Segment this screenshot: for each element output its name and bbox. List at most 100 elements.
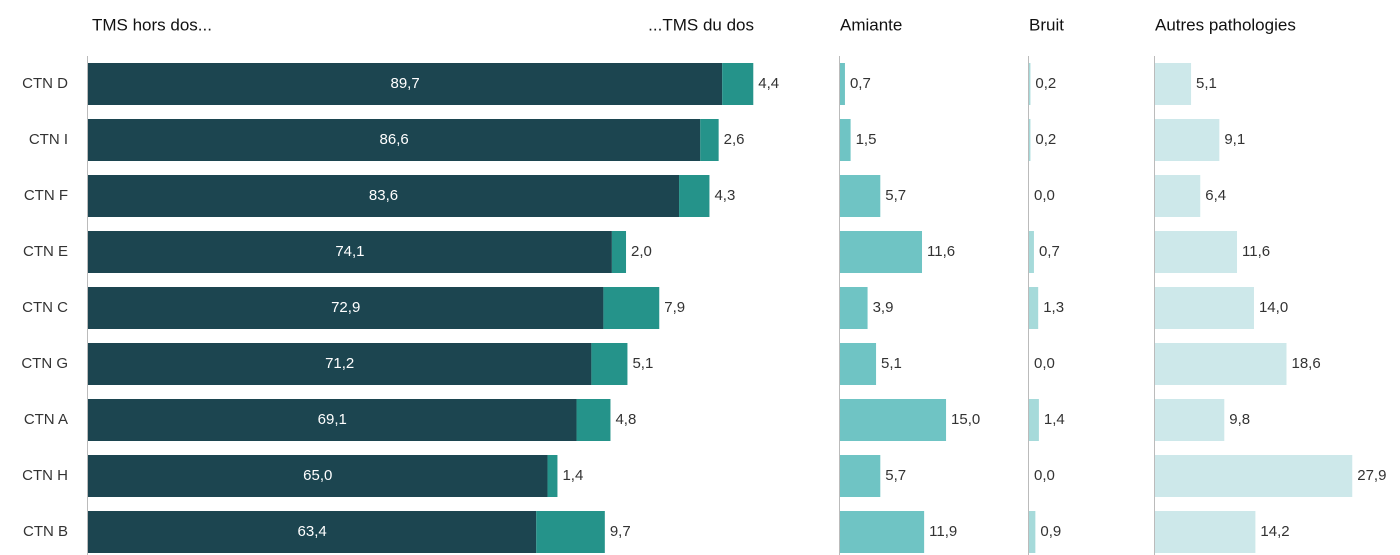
bar [1155, 119, 1220, 161]
bar [547, 455, 558, 497]
category-label: CTN I [29, 131, 68, 148]
panel-title: Bruit [1029, 15, 1064, 34]
category-label: CTN H [22, 467, 68, 484]
value-label: 18,6 [1292, 355, 1321, 372]
value-label: 86,6 [380, 131, 409, 148]
bar [840, 511, 925, 553]
series-header: ...TMS du dos [648, 15, 754, 34]
value-label: 1,3 [1043, 299, 1064, 316]
value-label: 6,4 [1205, 187, 1226, 204]
value-label: 0,2 [1035, 75, 1056, 92]
value-label: 5,7 [885, 187, 906, 204]
value-label: 0,7 [850, 75, 871, 92]
bar [840, 343, 877, 385]
value-label: 27,9 [1357, 467, 1386, 484]
category-label: CTN D [22, 75, 68, 92]
value-label: 2,0 [631, 243, 652, 260]
value-label: 0,7 [1039, 243, 1060, 260]
bar [1155, 231, 1238, 273]
value-label: 9,7 [610, 523, 631, 540]
panel-title: Autres pathologies [1155, 15, 1296, 34]
bar [840, 231, 923, 273]
value-label: 5,7 [885, 467, 906, 484]
bar [1029, 511, 1036, 553]
value-label: 0,2 [1035, 131, 1056, 148]
value-label: 63,4 [298, 523, 327, 540]
bar [840, 399, 947, 441]
value-label: 9,8 [1229, 411, 1250, 428]
value-label: 14,0 [1259, 299, 1288, 316]
value-label: 7,9 [664, 299, 685, 316]
value-label: 5,1 [632, 355, 653, 372]
value-label: 0,0 [1034, 467, 1055, 484]
bar [1155, 511, 1256, 553]
value-label: 0,0 [1034, 187, 1055, 204]
value-label: 0,0 [1034, 355, 1055, 372]
bar [88, 455, 548, 497]
bar [603, 287, 660, 329]
bar [1155, 175, 1201, 217]
bar [840, 63, 845, 105]
bar [536, 511, 605, 553]
bar [840, 455, 881, 497]
value-label: 69,1 [318, 411, 347, 428]
bar [840, 119, 851, 161]
value-label: 11,9 [929, 523, 957, 540]
bar [1155, 343, 1287, 385]
value-label: 4,8 [615, 411, 636, 428]
bar [722, 63, 754, 105]
bar [88, 287, 604, 329]
value-label: 5,1 [1196, 75, 1217, 92]
value-label: 9,1 [1224, 131, 1245, 148]
bar [88, 511, 537, 553]
value-label: 89,7 [390, 75, 419, 92]
category-label: CTN B [23, 523, 68, 540]
bar [611, 231, 627, 273]
value-label: 74,1 [335, 243, 364, 260]
value-label: 14,2 [1260, 523, 1289, 540]
value-label: 11,6 [1242, 243, 1270, 260]
category-label: CTN G [21, 355, 68, 372]
bar [1155, 63, 1192, 105]
value-label: 2,6 [724, 131, 745, 148]
category-label: CTN F [24, 187, 68, 204]
category-label: CTN E [23, 243, 68, 260]
bar [88, 175, 680, 217]
value-label: 83,6 [369, 187, 398, 204]
bar [1029, 231, 1034, 273]
value-label: 72,9 [331, 299, 360, 316]
bar [840, 287, 868, 329]
bar [591, 343, 628, 385]
value-label: 1,4 [562, 467, 583, 484]
value-label: 0,9 [1040, 523, 1061, 540]
category-label: CTN C [22, 299, 68, 316]
bar [840, 175, 881, 217]
bar [576, 399, 611, 441]
value-label: 4,3 [714, 187, 735, 204]
value-label: 1,4 [1044, 411, 1065, 428]
value-label: 65,0 [303, 467, 332, 484]
series-header: TMS hors dos... [92, 15, 212, 34]
bar [88, 343, 592, 385]
value-label: 4,4 [758, 75, 779, 92]
value-label: 5,1 [881, 355, 902, 372]
category-label: CTN A [24, 411, 68, 428]
bar [88, 399, 577, 441]
bar [88, 231, 612, 273]
panel-title: Amiante [840, 15, 902, 34]
bar [88, 119, 701, 161]
bar [1029, 399, 1039, 441]
value-label: 3,9 [873, 299, 894, 316]
bar [679, 175, 710, 217]
value-label: 71,2 [325, 355, 354, 372]
value-label: 15,0 [951, 411, 980, 428]
value-label: 11,6 [927, 243, 955, 260]
value-label: 1,5 [856, 131, 877, 148]
bar [1155, 399, 1225, 441]
bar [88, 63, 723, 105]
bar [1155, 287, 1254, 329]
bar [1029, 119, 1031, 161]
bar [1029, 287, 1039, 329]
bar [1155, 455, 1353, 497]
